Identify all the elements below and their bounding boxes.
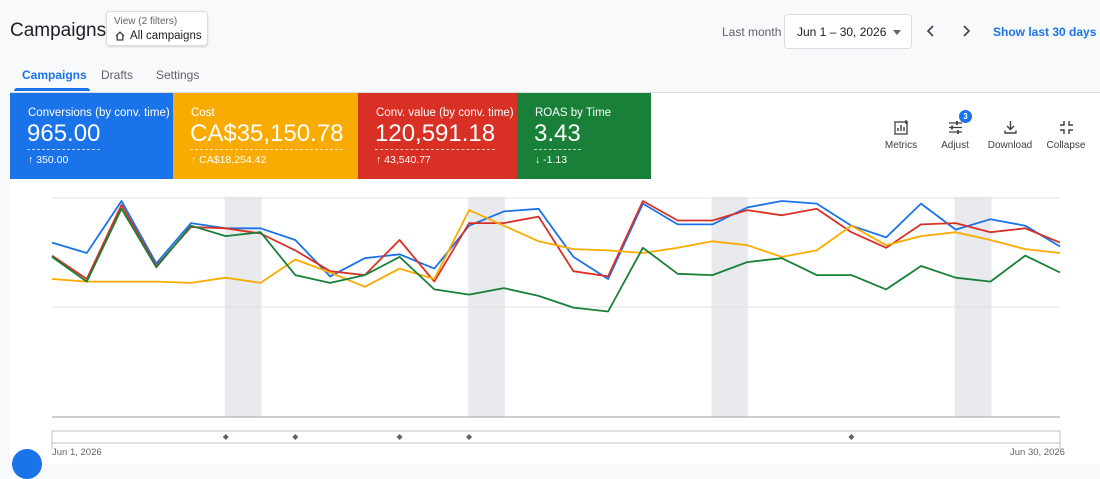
series-line-4 xyxy=(51,207,1061,313)
scorecard-label: Conv. value (by conv. time) xyxy=(376,107,514,119)
scorecard-delta-value: -1.13 xyxy=(543,154,568,166)
annotation-marker-icon xyxy=(848,434,855,440)
annotation-marker-icon xyxy=(466,434,473,440)
scorecard-label: ROAS by Time xyxy=(535,107,612,119)
performance-panel: Conversions (by conv. time) 965.00 ↑ 350… xyxy=(10,92,1100,464)
metrics-label: Metrics xyxy=(884,140,918,151)
x-axis-end-label: Jun 30, 2026 xyxy=(1010,447,1065,458)
scorecard-delta-value: CA$18,254.42 xyxy=(199,154,267,166)
scorecard-label: Cost xyxy=(191,107,215,119)
scorecard-value: 120,591.18 xyxy=(375,120,496,150)
adjust-label: Adjust xyxy=(941,140,969,151)
add-button[interactable] xyxy=(12,449,42,479)
arrow-down-icon: ↓ xyxy=(535,154,544,166)
arrow-up-icon: ↑ xyxy=(376,154,385,166)
scorecard-conv-value[interactable]: Conv. value (by conv. time) 120,591.18 ↑… xyxy=(358,93,517,179)
chevron-down-icon xyxy=(893,30,901,35)
scorecard-roas[interactable]: ROAS by Time 3.43 ↓ -1.13 xyxy=(517,93,651,179)
date-range-label: Last month xyxy=(722,25,782,39)
scorecard-value: 965.00 xyxy=(27,120,101,150)
date-range-picker[interactable]: Jun 1 – 30, 2026 xyxy=(784,14,912,49)
adjust-icon xyxy=(948,121,962,134)
chevron-left-icon xyxy=(926,25,934,37)
scorecard-cost[interactable]: Cost CA$35,150.78 ↑ CA$18,254.42 xyxy=(173,93,358,179)
collapse-button[interactable]: Collapse xyxy=(1041,119,1091,151)
adjust-button[interactable]: Adjust 3 xyxy=(930,110,980,151)
performance-chart[interactable] xyxy=(10,179,1100,465)
annotation-marker-icon xyxy=(222,434,229,440)
top-bar: Campaigns View (2 filters) All campaigns… xyxy=(0,0,1100,62)
x-axis-start-label: Jun 1, 2026 xyxy=(52,447,102,458)
tab-settings[interactable]: Settings xyxy=(156,68,200,82)
scorecard-value: 3.43 xyxy=(534,120,581,150)
chevron-right-icon xyxy=(963,25,971,37)
download-label: Download xyxy=(987,140,1033,151)
download-icon xyxy=(1003,121,1017,134)
scorecard-conversions[interactable]: Conversions (by conv. time) 965.00 ↑ 350… xyxy=(10,93,173,179)
download-button[interactable]: Download xyxy=(985,119,1035,151)
metrics-button[interactable]: Metrics xyxy=(876,119,926,151)
home-icon xyxy=(115,31,125,41)
scorecard-delta: ↑ 350.00 xyxy=(28,154,68,166)
scorecard-delta-value: 43,540.77 xyxy=(384,154,431,166)
series-line-3 xyxy=(51,209,1061,288)
arrow-up-icon: ↑ xyxy=(191,154,200,166)
tab-campaigns[interactable]: Campaigns xyxy=(22,68,87,82)
tab-drafts[interactable]: Drafts xyxy=(101,68,134,82)
page-title: Campaigns xyxy=(10,20,107,41)
arrow-up-icon: ↑ xyxy=(28,154,37,166)
view-selector[interactable]: View (2 filters) All campaigns xyxy=(106,11,208,46)
view-filters-label: View (2 filters) xyxy=(114,16,178,27)
collapse-icon xyxy=(1059,121,1073,134)
scorecard-delta: ↓ -1.13 xyxy=(535,154,567,166)
view-selection: All campaigns xyxy=(114,30,202,42)
scorecard-delta: ↑ CA$18,254.42 xyxy=(191,154,266,166)
tab-bar: Campaigns Drafts Settings xyxy=(0,62,1100,92)
active-tab-indicator xyxy=(14,88,90,91)
adjust-count-badge: 3 xyxy=(959,110,972,123)
next-period-button[interactable] xyxy=(955,20,977,42)
previous-period-button[interactable] xyxy=(920,20,942,42)
scorecard-label: Conversions (by conv. time) xyxy=(28,107,170,119)
date-range-value: Jun 1 – 30, 2026 xyxy=(797,25,887,39)
series-line-2 xyxy=(51,200,1061,283)
scorecard-delta: ↑ 43,540.77 xyxy=(376,154,431,166)
annotation-marker-icon xyxy=(292,434,299,440)
annotation-marker-icon xyxy=(396,434,403,440)
view-selection-label: All campaigns xyxy=(130,30,202,42)
scorecard-delta-value: 350.00 xyxy=(36,154,69,166)
scorecard-value: CA$35,150.78 xyxy=(190,120,344,150)
collapse-label: Collapse xyxy=(1046,140,1086,151)
show-last-30-days-link[interactable]: Show last 30 days xyxy=(993,25,1097,39)
metrics-icon xyxy=(893,120,908,135)
